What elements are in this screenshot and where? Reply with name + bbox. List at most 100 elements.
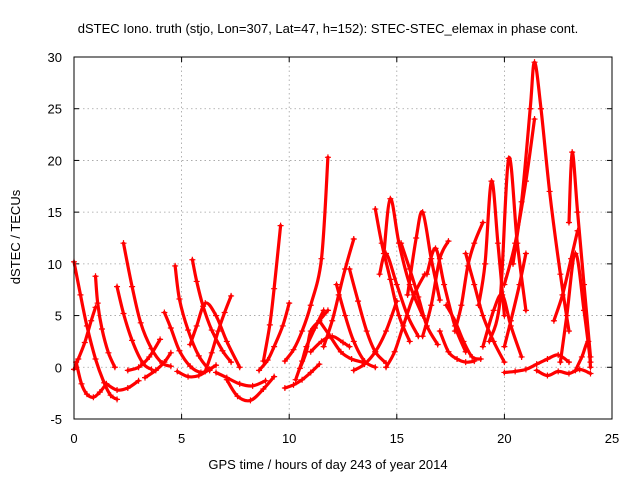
data-point-marker xyxy=(516,281,523,288)
data-point-marker xyxy=(482,260,489,267)
data-point-marker xyxy=(565,328,572,335)
data-point-marker xyxy=(161,309,168,316)
data-point-marker xyxy=(537,105,544,112)
data-point-marker xyxy=(266,321,273,328)
data-point-marker xyxy=(146,353,153,360)
data-point-marker xyxy=(271,343,278,350)
data-point-marker xyxy=(324,154,331,161)
data-point-marker xyxy=(512,368,519,375)
data-point-marker xyxy=(469,353,476,360)
series-28 xyxy=(346,266,390,367)
data-point-marker xyxy=(114,387,121,394)
data-point-marker xyxy=(400,322,407,329)
data-point-marker xyxy=(488,178,495,185)
data-point-marker xyxy=(479,312,486,319)
series-line xyxy=(93,274,117,369)
x-tick-label: 5 xyxy=(178,431,185,446)
data-point-marker xyxy=(565,370,572,377)
data-point-marker xyxy=(406,338,413,345)
data-point-marker xyxy=(380,250,387,257)
data-point-marker xyxy=(129,283,136,290)
data-point-marker xyxy=(585,338,592,345)
data-point-marker xyxy=(105,349,112,356)
data-point-marker xyxy=(398,240,405,247)
chart-title: dSTEC Iono. truth (stjo, Lon=307, Lat=47… xyxy=(78,21,578,36)
data-point-marker xyxy=(432,245,439,252)
series-line xyxy=(573,339,593,372)
data-point-marker xyxy=(460,338,467,345)
data-point-marker xyxy=(477,356,484,363)
data-point-marker xyxy=(135,364,142,371)
data-point-marker xyxy=(114,283,121,290)
data-point-marker xyxy=(581,281,588,288)
series-16 xyxy=(213,369,269,389)
data-point-marker xyxy=(292,376,299,383)
data-point-marker xyxy=(103,380,110,387)
data-point-marker xyxy=(423,271,430,278)
series-9 xyxy=(142,349,174,381)
data-point-marker xyxy=(510,260,517,267)
data-point-marker xyxy=(88,317,95,324)
data-point-marker xyxy=(324,307,331,314)
data-point-marker xyxy=(92,273,99,280)
data-point-marker xyxy=(208,327,215,334)
data-point-marker xyxy=(471,240,478,247)
series-19 xyxy=(260,222,284,365)
data-point-marker xyxy=(391,348,398,355)
series-48 xyxy=(501,351,572,376)
data-point-marker xyxy=(497,297,504,304)
data-point-marker xyxy=(316,317,323,324)
data-point-marker xyxy=(307,348,314,355)
data-point-marker xyxy=(213,312,220,319)
data-point-marker xyxy=(271,285,278,292)
x-tick-label: 20 xyxy=(497,431,511,446)
data-point-marker xyxy=(215,328,222,335)
series-21 xyxy=(281,154,331,365)
data-point-marker xyxy=(167,349,174,356)
data-point-marker xyxy=(486,338,493,345)
data-point-marker xyxy=(565,219,572,226)
data-point-marker xyxy=(419,209,426,216)
data-point-marker xyxy=(90,394,97,401)
data-point-marker xyxy=(271,373,278,380)
data-point-marker xyxy=(234,393,241,400)
data-point-marker xyxy=(393,281,400,288)
series-15 xyxy=(202,292,235,375)
data-point-marker xyxy=(320,343,327,350)
data-point-marker xyxy=(533,361,540,368)
data-point-marker xyxy=(299,376,306,383)
data-point-marker xyxy=(262,377,269,384)
data-point-marker xyxy=(307,369,314,376)
data-point-marker xyxy=(157,336,164,343)
data-point-marker xyxy=(546,188,553,195)
data-point-marker xyxy=(395,312,402,319)
data-point-marker xyxy=(176,347,183,354)
data-point-marker xyxy=(490,307,497,314)
data-point-marker xyxy=(576,366,583,373)
data-point-marker xyxy=(107,392,114,399)
data-point-marker xyxy=(329,317,336,324)
data-point-marker xyxy=(120,240,127,247)
data-point-marker xyxy=(185,327,192,334)
series-8 xyxy=(124,336,164,374)
y-axis-label: dSTEC / TECUs xyxy=(8,189,23,284)
series-line xyxy=(421,239,450,338)
data-point-marker xyxy=(531,116,538,123)
data-point-marker xyxy=(247,397,254,404)
data-point-marker xyxy=(372,206,379,213)
data-point-marker xyxy=(445,238,452,245)
data-point-marker xyxy=(78,380,85,387)
series-50 xyxy=(550,227,581,324)
data-point-marker xyxy=(114,396,121,403)
data-point-marker xyxy=(372,348,379,355)
series-4 xyxy=(92,273,118,371)
data-point-marker xyxy=(185,373,192,380)
series-7 xyxy=(120,240,174,370)
data-point-marker xyxy=(587,364,594,371)
data-point-marker xyxy=(228,359,235,366)
data-point-marker xyxy=(94,300,101,307)
data-point-marker xyxy=(550,317,557,324)
data-point-marker xyxy=(451,328,458,335)
series-49 xyxy=(533,366,594,379)
